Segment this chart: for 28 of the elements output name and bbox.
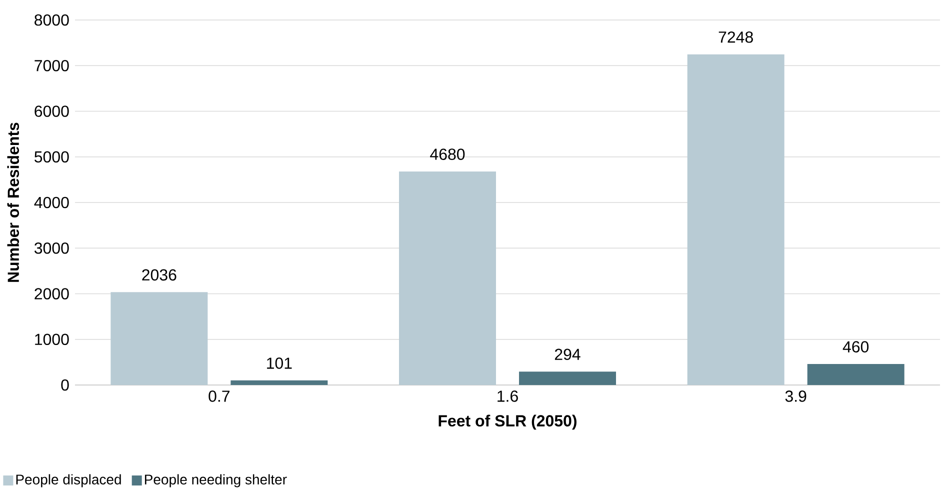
y-tick-label: 1000 — [35, 334, 69, 346]
x-axis-title: Feet of SLR (2050) — [438, 414, 576, 430]
bar — [807, 364, 904, 385]
x-tick-label: 1.6 — [498, 390, 518, 402]
x-tick-label: 3.9 — [785, 390, 806, 402]
legend-label: People needing shelter — [144, 474, 287, 488]
legend-label: People displaced — [16, 474, 121, 488]
y-tick-label: 2000 — [34, 288, 69, 300]
data-label: 2036 — [142, 269, 176, 281]
bar — [230, 380, 328, 385]
y-tick-label: 6000 — [34, 106, 69, 117]
y-tick-label: 0 — [61, 379, 69, 391]
y-tick-label: 4000 — [34, 196, 69, 208]
bar — [687, 54, 784, 385]
bar — [110, 292, 208, 385]
x-tick-label: 0.7 — [208, 390, 230, 402]
bar — [399, 171, 496, 385]
data-label: 294 — [554, 348, 580, 360]
y-tick-label: 5000 — [34, 151, 69, 163]
data-label: 101 — [267, 358, 292, 369]
y-axis-title: Number of Residents — [7, 122, 20, 282]
data-label: 7248 — [718, 31, 753, 43]
y-tick-label: 3000 — [34, 242, 69, 254]
y-tick-label: 8000 — [34, 14, 69, 26]
bar — [519, 372, 616, 385]
y-tick-label: 7000 — [34, 60, 69, 72]
data-label: 460 — [842, 341, 869, 352]
data-label: 4680 — [430, 148, 465, 160]
